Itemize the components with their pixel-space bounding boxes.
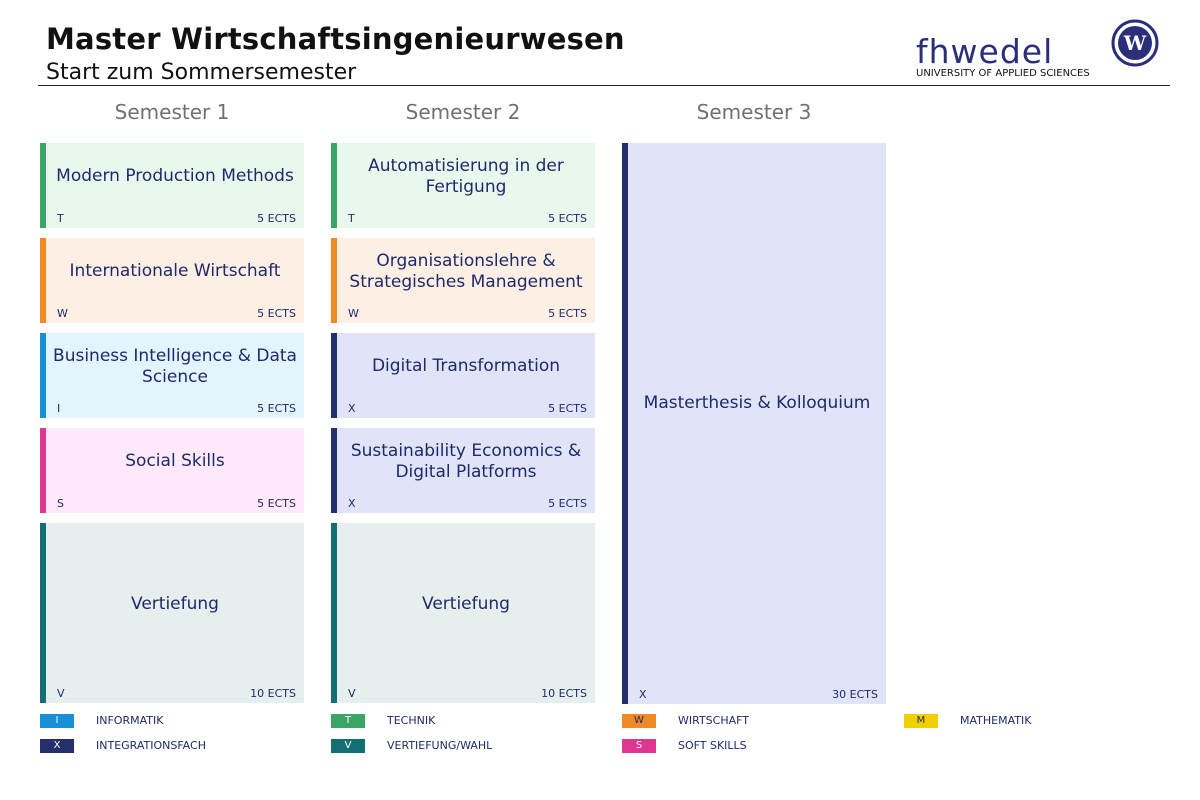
category-bar xyxy=(331,143,337,228)
module-category-code: W xyxy=(57,307,68,320)
module-name: Sustainability Economics & Digital Platf… xyxy=(350,440,582,482)
module-ects: 10 ECTS xyxy=(541,687,587,700)
module-ects: 5 ECTS xyxy=(548,497,587,510)
legend-swatch: I xyxy=(40,714,74,728)
module-name: Vertiefung xyxy=(422,593,510,614)
module-card[interactable]: Masterthesis & Kolloquium X 30 ECTS xyxy=(622,143,886,704)
module-name: Digital Transformation xyxy=(371,356,561,376)
category-bar xyxy=(40,238,46,323)
module-name: Internationale Wirtschaft xyxy=(69,261,281,281)
module-card[interactable]: Organisationslehre & Strategisches Manag… xyxy=(331,238,595,323)
category-bar xyxy=(622,143,628,704)
module-card[interactable]: Modern Production Methods T 5 ECTS xyxy=(40,143,304,228)
module-name: Masterthesis & Kolloquium xyxy=(643,393,871,413)
legend-swatch: X xyxy=(40,739,74,753)
legend-swatch: M xyxy=(904,714,938,728)
module-name: Vertiefung xyxy=(131,593,219,614)
legend-swatch: T xyxy=(331,714,365,728)
fh-wedel-logo: fhwedel UNIVERSITY OF APPLIED SCIENCES W xyxy=(916,18,1166,84)
legend-swatch: S xyxy=(622,739,656,753)
module-card[interactable]: Internationale Wirtschaft W 5 ECTS xyxy=(40,238,304,323)
page-subtitle: Start zum Sommersemester xyxy=(46,60,357,85)
module-card[interactable]: Sustainability Economics & Digital Platf… xyxy=(331,428,595,513)
module-name: Automatisierung in der Fertigung xyxy=(368,155,564,197)
semester-header-1: Semester 1 xyxy=(114,100,230,124)
module-card[interactable]: Automatisierung in der Fertigung T 5 ECTS xyxy=(331,143,595,228)
module-ects: 30 ECTS xyxy=(832,688,878,701)
category-bar xyxy=(331,238,337,323)
module-category-code: X xyxy=(348,402,356,415)
category-bar xyxy=(40,428,46,513)
logo-wordmark: fhwedel xyxy=(916,32,1054,71)
legend-label: INTEGRATIONSFACH xyxy=(96,739,206,752)
logo-seal-icon: W xyxy=(1111,19,1159,67)
category-bar xyxy=(40,523,46,703)
module-category-code: X xyxy=(639,688,647,701)
svg-text:W: W xyxy=(1123,31,1147,55)
module-ects: 5 ECTS xyxy=(548,307,587,320)
category-bar xyxy=(40,143,46,228)
module-category-code: T xyxy=(57,212,64,225)
legend-label: MATHEMATIK xyxy=(960,714,1032,727)
module-ects: 5 ECTS xyxy=(257,307,296,320)
module-category-code: I xyxy=(57,402,61,415)
module-category-code: V xyxy=(57,687,65,700)
legend-label: VERTIEFUNG/WAHL xyxy=(387,739,493,752)
header-divider xyxy=(38,85,1170,86)
legend-label: TECHNIK xyxy=(387,714,436,727)
module-ects: 5 ECTS xyxy=(257,402,296,415)
module-category-code: W xyxy=(348,307,359,320)
module-ects: 5 ECTS xyxy=(257,497,296,510)
category-bar xyxy=(331,523,337,703)
module-card[interactable]: Vertiefung V 10 ECTS xyxy=(40,523,304,703)
module-category-code: V xyxy=(348,687,356,700)
module-name: Organisationslehre & Strategisches Manag… xyxy=(349,250,583,292)
module-name: Modern Production Methods xyxy=(56,166,294,186)
module-category-code: X xyxy=(348,497,356,510)
module-name: Business Intelligence & Data Science xyxy=(53,345,297,387)
module-card[interactable]: Social Skills S 5 ECTS xyxy=(40,428,304,513)
module-ects: 10 ECTS xyxy=(250,687,296,700)
module-card[interactable]: Vertiefung V 10 ECTS xyxy=(331,523,595,703)
module-card[interactable]: Digital Transformation X 5 ECTS xyxy=(331,333,595,418)
logo-tagline: UNIVERSITY OF APPLIED SCIENCES xyxy=(916,68,1090,79)
module-card[interactable]: Business Intelligence & Data Science I 5 E… xyxy=(40,333,304,418)
category-bar xyxy=(331,428,337,513)
category-bar xyxy=(40,333,46,418)
legend-label: WIRTSCHAFT xyxy=(678,714,749,727)
page-title: Master Wirtschaftsingenieurwesen xyxy=(46,22,625,56)
legend-swatch: W xyxy=(622,714,656,728)
module-name: Social Skills xyxy=(125,451,225,471)
module-ects: 5 ECTS xyxy=(548,212,587,225)
legend-label: SOFT SKILLS xyxy=(678,739,747,752)
legend-label: INFORMATIK xyxy=(96,714,164,727)
module-category-code: T xyxy=(348,212,355,225)
semester-header-3: Semester 3 xyxy=(696,100,812,124)
module-ects: 5 ECTS xyxy=(257,212,296,225)
module-category-code: S xyxy=(57,497,64,510)
category-bar xyxy=(331,333,337,418)
module-ects: 5 ECTS xyxy=(548,402,587,415)
semester-header-2: Semester 2 xyxy=(405,100,521,124)
legend-swatch: V xyxy=(331,739,365,753)
